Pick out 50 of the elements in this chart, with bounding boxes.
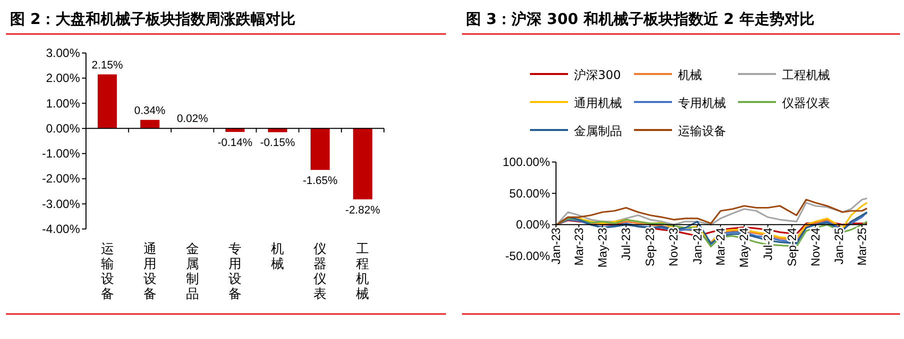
legend-label: 金属制品 — [574, 124, 622, 138]
legend-label: 沪深300 — [574, 68, 621, 82]
y-tick-label: -50.00% — [505, 249, 550, 263]
y-tick-label: 0.00% — [516, 218, 550, 232]
x-tick-label: 仪器仪表 — [314, 242, 327, 302]
data-label: -1.65% — [302, 174, 338, 187]
y-tick-label: 1.00% — [46, 96, 80, 110]
chart-title: 图 3：沪深 300 和机械子板块指数近 2 年走势对比 — [466, 10, 814, 28]
data-label: 0.34% — [134, 104, 166, 117]
y-tick-label: -2.00% — [42, 172, 80, 186]
x-tick-label: Mar-25 — [854, 227, 869, 266]
x-tick-label: Jan-24 — [690, 227, 704, 264]
data-label: -0.15% — [260, 137, 296, 150]
x-tick-label: 专用设备 — [228, 242, 242, 302]
data-label: 2.15% — [92, 59, 124, 72]
x-tick-label: 运输设备 — [100, 242, 114, 302]
legend-label: 运输设备 — [678, 124, 726, 138]
legend-label: 工程机械 — [782, 68, 830, 82]
legend-label: 专用机械 — [678, 96, 726, 110]
chart-title: 图 2：大盘和机械子板块指数周涨跌幅对比 — [10, 10, 296, 28]
x-tick-label: Mar-24 — [714, 227, 728, 266]
y-tick-label: -1.00% — [42, 146, 80, 161]
x-tick-label: Nov-23 — [666, 227, 681, 266]
x-tick-label: 机械 — [271, 242, 284, 272]
x-tick-label: Sep-23 — [643, 227, 658, 266]
data-label: 0.02% — [176, 112, 208, 125]
x-tick-label: Jan-23 — [549, 227, 563, 264]
legend-label: 仪器仪表 — [782, 96, 830, 110]
y-tick-label: 100.00% — [502, 155, 550, 169]
y-tick-label: 3.00% — [46, 46, 80, 60]
data-label: -0.14% — [218, 136, 253, 149]
x-tick-label: 通用设备 — [143, 242, 156, 302]
x-tick-label: Jul-24 — [760, 227, 775, 260]
legend-label: 通用机械 — [574, 96, 622, 110]
y-tick-label: 50.00% — [509, 186, 550, 200]
x-tick-label: Sep-24 — [784, 227, 799, 266]
x-tick-label: Jan-25 — [832, 227, 846, 264]
x-tick-label: 工程机械 — [356, 242, 370, 302]
x-tick-label: May-23 — [595, 227, 610, 268]
legend-label: 机械 — [678, 68, 702, 82]
y-tick-label: 2.00% — [46, 71, 80, 86]
data-label: -2.82% — [345, 204, 380, 216]
y-tick-label: -4.00% — [42, 222, 80, 236]
x-tick-label: Nov-24 — [808, 227, 822, 266]
y-tick-label: 0.00% — [46, 121, 80, 136]
x-tick-label: May-24 — [737, 227, 752, 268]
x-tick-label: Mar-23 — [572, 227, 586, 266]
x-tick-label: Jul-23 — [619, 227, 634, 260]
x-tick-label: 金属制品 — [186, 242, 199, 302]
y-tick-label: -3.00% — [42, 196, 80, 211]
